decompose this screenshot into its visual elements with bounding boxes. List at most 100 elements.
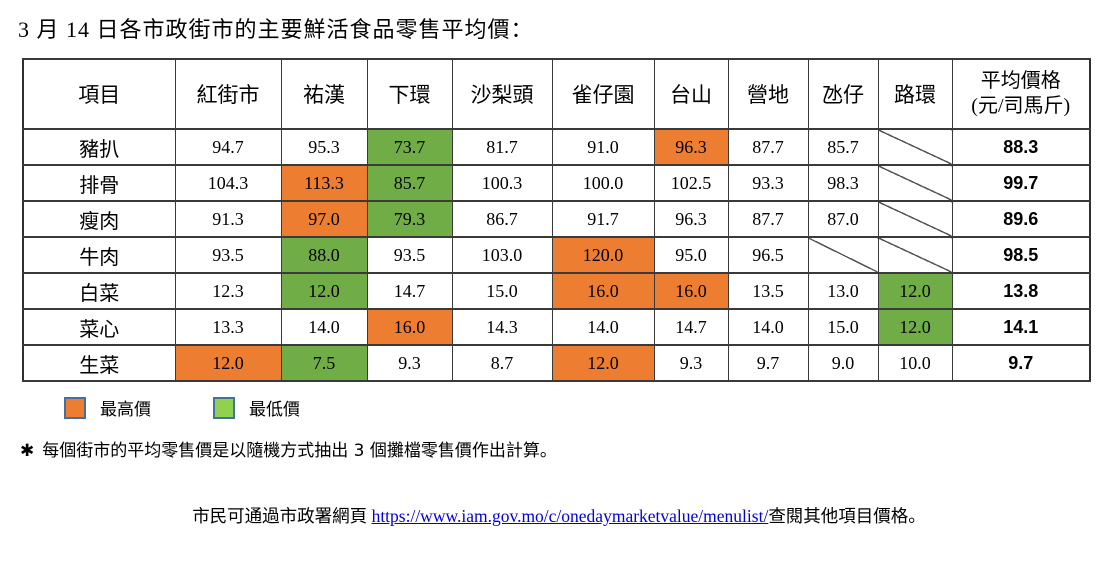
price-cell: 12.0 <box>174 344 282 382</box>
price-cell: 87.7 <box>727 128 809 166</box>
average-price-cell: 98.5 <box>951 236 1091 274</box>
table-row: 排骨 104.3 113.3 85.7 100.3 100.0 102.5 93.3 98.3 9… <box>22 164 1091 202</box>
average-price-cell: 89.6 <box>951 200 1091 238</box>
price-cell: 79.3 <box>366 200 453 238</box>
price-cell: 13.3 <box>174 308 282 346</box>
no-data-slash-cell <box>877 128 953 166</box>
price-cell: 85.7 <box>807 128 879 166</box>
price-cell: 87.7 <box>727 200 809 238</box>
item-name-cell: 豬扒 <box>22 128 176 166</box>
price-cell: 7.5 <box>280 344 368 382</box>
price-cell: 14.7 <box>653 308 729 346</box>
no-data-slash-cell <box>877 200 953 238</box>
price-cell: 91.0 <box>551 128 655 166</box>
column-header-item: 項目 <box>22 58 176 130</box>
price-cell: 12.0 <box>280 272 368 310</box>
average-price-cell: 99.7 <box>951 164 1091 202</box>
price-cell: 16.0 <box>653 272 729 310</box>
item-name-cell: 瘦肉 <box>22 200 176 238</box>
item-name-cell: 菜心 <box>22 308 176 346</box>
price-cell: 85.7 <box>366 164 453 202</box>
price-cell: 81.7 <box>451 128 553 166</box>
price-cell: 93.3 <box>727 164 809 202</box>
price-cell: 97.0 <box>280 200 368 238</box>
price-cell: 15.0 <box>807 308 879 346</box>
price-cell: 73.7 <box>366 128 453 166</box>
column-header-market-3: 下環 <box>366 58 453 130</box>
price-cell: 93.5 <box>366 236 453 274</box>
column-header-market-7: 營地 <box>727 58 809 130</box>
price-cell: 10.0 <box>877 344 953 382</box>
table-row: 豬扒 94.7 95.3 73.7 81.7 91.0 96.3 87.7 85.7 88.3 <box>22 128 1091 166</box>
footer-line: 市民可通過市政署網頁 https://www.iam.gov.mo/c/oned… <box>0 503 1118 528</box>
table-row: 牛肉 93.5 88.0 93.5 103.0 120.0 95.0 96.5 98.5 <box>22 236 1091 274</box>
price-cell: 91.7 <box>551 200 655 238</box>
table-row: 瘦肉 91.3 97.0 79.3 86.7 91.7 96.3 87.7 87.0 89.6 <box>22 200 1091 238</box>
average-price-cell: 14.1 <box>951 308 1091 346</box>
table-row: 菜心 13.3 14.0 16.0 14.3 14.0 14.7 14.0 15.0 12.0 14… <box>22 308 1091 346</box>
price-cell: 9.3 <box>366 344 453 382</box>
price-table: 項目 紅街市 祐漢 下環 沙梨頭 雀仔園 台山 營地 氹仔 路環 平均價格 (元/司馬斤) 豬扒 94.… <box>22 58 1091 382</box>
price-cell: 14.0 <box>727 308 809 346</box>
price-cell: 95.0 <box>653 236 729 274</box>
average-price-cell: 13.8 <box>951 272 1091 310</box>
column-header-market-4: 沙梨頭 <box>451 58 553 130</box>
market-value-link[interactable]: https://www.iam.gov.mo/c/onedaymarketval… <box>371 506 769 526</box>
column-header-market-5: 雀仔園 <box>551 58 655 130</box>
no-data-slash-cell <box>807 236 879 274</box>
price-cell: 16.0 <box>551 272 655 310</box>
item-name-cell: 牛肉 <box>22 236 176 274</box>
average-price-cell: 9.7 <box>951 344 1091 382</box>
price-cell: 14.3 <box>451 308 553 346</box>
price-cell: 94.7 <box>174 128 282 166</box>
item-name-cell: 生菜 <box>22 344 176 382</box>
price-cell: 91.3 <box>174 200 282 238</box>
min-price-swatch-icon <box>213 396 235 419</box>
price-cell: 103.0 <box>451 236 553 274</box>
footnote: ✱ 每個街市的平均零售價是以隨機方式抽出 3 個攤檔零售價作出計算。 <box>20 436 1118 461</box>
item-name-cell: 白菜 <box>22 272 176 310</box>
price-cell: 9.3 <box>653 344 729 382</box>
table-header-row: 項目 紅街市 祐漢 下環 沙梨頭 雀仔園 台山 營地 氹仔 路環 平均價格 (元/司馬斤) <box>22 58 1091 130</box>
price-cell: 12.0 <box>877 272 953 310</box>
price-cell: 113.3 <box>280 164 368 202</box>
no-data-slash-cell <box>877 236 953 274</box>
price-cell: 100.3 <box>451 164 553 202</box>
legend-label: 最低價 <box>249 400 300 420</box>
legend: 最高價 最低價 <box>64 395 1118 420</box>
price-cell: 9.7 <box>727 344 809 382</box>
price-cell: 100.0 <box>551 164 655 202</box>
price-cell: 14.7 <box>366 272 453 310</box>
price-cell: 87.0 <box>807 200 879 238</box>
price-cell: 12.0 <box>877 308 953 346</box>
price-cell: 86.7 <box>451 200 553 238</box>
footer-prefix: 市民可通過市政署網頁 <box>192 506 372 526</box>
footnote-text: 每個街市的平均零售價是以隨機方式抽出 3 個攤檔零售價作出計算。 <box>42 441 557 461</box>
price-cell: 13.0 <box>807 272 879 310</box>
column-header-market-9: 路環 <box>877 58 953 130</box>
price-cell: 15.0 <box>451 272 553 310</box>
price-cell: 95.3 <box>280 128 368 166</box>
max-price-swatch-icon <box>64 396 86 419</box>
price-cell: 12.3 <box>174 272 282 310</box>
price-cell: 98.3 <box>807 164 879 202</box>
price-cell: 120.0 <box>551 236 655 274</box>
legend-entry-min: 最低價 <box>213 395 300 420</box>
price-cell: 93.5 <box>174 236 282 274</box>
price-cell: 96.5 <box>727 236 809 274</box>
column-header-market-8: 氹仔 <box>807 58 879 130</box>
price-cell: 9.0 <box>807 344 879 382</box>
price-cell: 14.0 <box>280 308 368 346</box>
footnote-asterisk-icon: ✱ <box>20 441 35 461</box>
column-header-market-6: 台山 <box>653 58 729 130</box>
table-row: 生菜 12.0 7.5 9.3 8.7 12.0 9.3 9.7 9.0 10.0 9.7 <box>22 344 1091 382</box>
price-cell: 16.0 <box>366 308 453 346</box>
column-header-market-1: 紅街市 <box>174 58 282 130</box>
table-row: 白菜 12.3 12.0 14.7 15.0 16.0 16.0 13.5 13.0 12.0 13… <box>22 272 1091 310</box>
price-cell: 14.0 <box>551 308 655 346</box>
footer-suffix: 查閱其他項目價格。 <box>768 506 926 526</box>
price-cell: 102.5 <box>653 164 729 202</box>
page-title: 3 月 14 日各市政街市的主要鮮活食品零售平均價： <box>18 17 534 42</box>
column-header-average-price: 平均價格 (元/司馬斤) <box>951 58 1091 130</box>
price-cell: 96.3 <box>653 200 729 238</box>
